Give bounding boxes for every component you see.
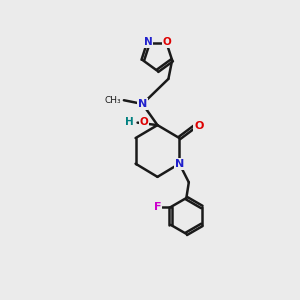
Text: N: N bbox=[138, 99, 147, 109]
Text: O: O bbox=[194, 121, 203, 130]
Text: N: N bbox=[143, 38, 152, 47]
Text: O: O bbox=[163, 38, 171, 47]
Text: O: O bbox=[139, 117, 148, 127]
Text: CH₃: CH₃ bbox=[104, 96, 121, 105]
Text: H: H bbox=[124, 117, 133, 127]
Text: F: F bbox=[154, 202, 161, 212]
Text: N: N bbox=[175, 159, 184, 169]
